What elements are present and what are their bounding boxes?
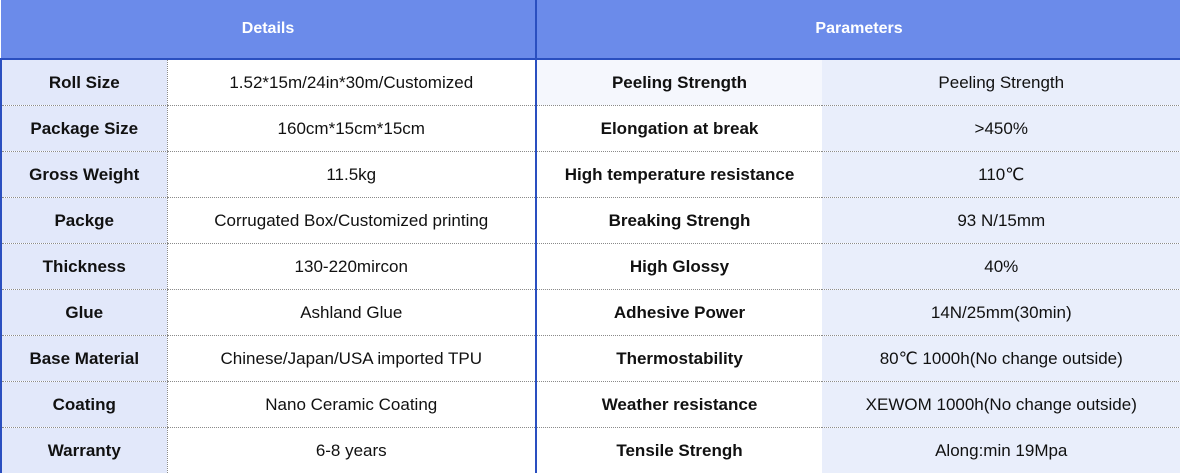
table-row: Warranty 6-8 years Tensile Strengh Along… [0,427,1180,473]
detail-value: 1.52*15m/24in*30m/Customized [166,59,536,106]
detail-value: 11.5kg [166,151,536,198]
detail-value: Chinese/Japan/USA imported TPU [166,335,536,382]
table-row: Packge Corrugated Box/Customized printin… [0,197,1180,244]
parameter-value: >450% [822,105,1180,152]
table-row: Base Material Chinese/Japan/USA imported… [0,335,1180,382]
parameter-label: Breaking Strengh [535,197,822,244]
parameter-label: Elongation at break [535,105,822,152]
parameter-label: Peeling Strength [535,59,822,106]
parameter-value: 40% [822,243,1180,290]
detail-label: Gross Weight [0,151,167,198]
detail-value: 130-220mircon [166,243,536,290]
detail-value: Nano Ceramic Coating [166,381,536,428]
detail-value: 160cm*15cm*15cm [166,105,536,152]
parameter-value: 93 N/15mm [822,197,1180,244]
detail-value: Corrugated Box/Customized printing [166,197,536,244]
parameter-value: 110℃ [822,151,1180,198]
detail-label: Warranty [0,427,167,473]
detail-label: Thickness [0,243,167,290]
parameter-label: High Glossy [535,243,822,290]
detail-label: Coating [0,381,167,428]
parameter-value: 14N/25mm(30min) [822,289,1180,336]
detail-label: Roll Size [0,59,167,106]
detail-label: Package Size [0,105,167,152]
details-header: Details [1,0,536,60]
parameter-label: Weather resistance [535,381,822,428]
header-row: Details Parameters [1,0,1180,60]
detail-label: Packge [0,197,167,244]
table-row: Glue Ashland Glue Adhesive Power 14N/25m… [0,289,1180,336]
table-header: Details Parameters [1,0,1180,60]
parameter-label: Thermostability [535,335,822,382]
table-row: Roll Size 1.52*15m/24in*30m/Customized P… [0,59,1180,106]
detail-value: Ashland Glue [166,289,536,336]
table-row: Package Size 160cm*15cm*15cm Elongation … [0,105,1180,152]
table-body: Roll Size 1.52*15m/24in*30m/Customized P… [0,59,1180,473]
parameter-value: XEWOM 1000h(No change outside) [822,381,1180,428]
parameter-label: High temperature resistance [535,151,822,198]
parameters-header: Parameters [534,0,1180,60]
table-row: Gross Weight 11.5kg High temperature res… [0,151,1180,198]
table-row: Thickness 130-220mircon High Glossy 40% [0,243,1180,290]
detail-label: Base Material [0,335,167,382]
parameter-label: Adhesive Power [535,289,822,336]
table-row: Coating Nano Ceramic Coating Weather res… [0,381,1180,428]
detail-label: Glue [0,289,167,336]
parameter-label: Tensile Strengh [535,427,822,473]
parameter-value: Peeling Strength [822,59,1180,106]
parameter-value: Along:min 19Mpa [822,427,1180,473]
detail-value: 6-8 years [166,427,536,473]
parameter-value: 80℃ 1000h(No change outside) [822,335,1180,382]
